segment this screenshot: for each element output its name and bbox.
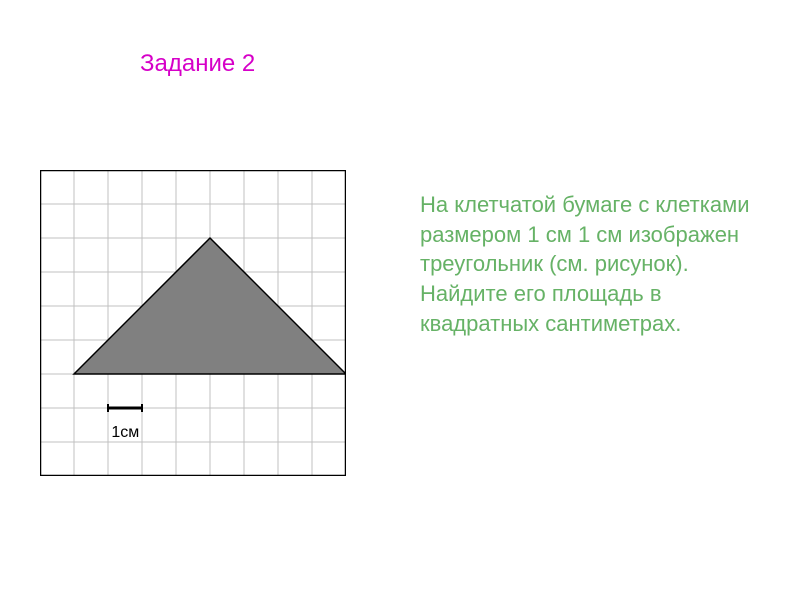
- figure-container: 1см: [40, 170, 380, 510]
- scale-label: 1см: [111, 424, 139, 441]
- task-title: Задание 2: [140, 50, 255, 78]
- problem-text: На клетчатой бумаге с клетками размером …: [420, 190, 760, 338]
- grid-figure: 1см: [40, 170, 346, 476]
